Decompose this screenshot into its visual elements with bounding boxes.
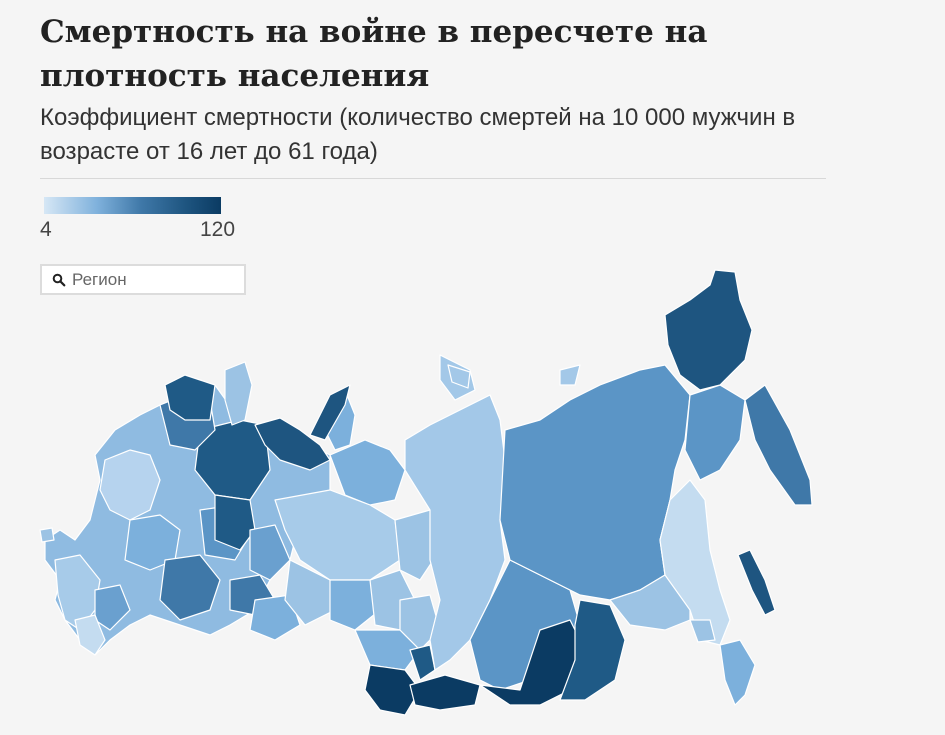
region-jewish[interactable]: [689, 619, 716, 643]
region-orenburg[interactable]: [249, 594, 301, 641]
region-novaya-zemlya[interactable]: [309, 384, 351, 441]
region-central-light[interactable]: [99, 449, 161, 521]
legend-max-label: 120: [200, 218, 236, 241]
search-icon: [52, 273, 66, 287]
region-tomsk[interactable]: [394, 509, 441, 581]
region-search[interactable]: [40, 264, 246, 295]
region-chukotka[interactable]: [664, 269, 753, 391]
region-search-input[interactable]: [72, 269, 242, 291]
region-tyumen[interactable]: [284, 559, 336, 626]
region-murmansk[interactable]: [224, 361, 253, 426]
chart-subtitle: Коэффициент смертности (количество смерт…: [40, 104, 796, 165]
chart-title: Смертность на войне в пересчете на плотн…: [40, 14, 708, 94]
region-ural-1[interactable]: [249, 524, 291, 581]
region-arctic-fragment[interactable]: [559, 364, 581, 386]
region-tyva[interactable]: [409, 674, 481, 711]
region-sakhalin[interactable]: [737, 549, 776, 616]
region-karelia[interactable]: [164, 374, 216, 421]
region-altai-republic[interactable]: [364, 664, 421, 716]
legend-min-label: 4: [40, 218, 52, 241]
legend-color-scale: [44, 197, 221, 214]
region-omsk[interactable]: [329, 579, 381, 631]
region-volga-1[interactable]: [159, 554, 221, 621]
region-arctic-islands[interactable]: [447, 364, 471, 389]
region-yakutia[interactable]: [499, 364, 691, 601]
region-nenets[interactable]: [254, 417, 331, 471]
header-divider: [40, 178, 826, 179]
region-primorye[interactable]: [719, 639, 756, 706]
region-magadan[interactable]: [684, 384, 746, 481]
region-kamchatka[interactable]: [744, 384, 813, 506]
region-altai[interactable]: [354, 629, 421, 671]
region-zabaikalye[interactable]: [559, 599, 626, 701]
region-caucasus[interactable]: [74, 614, 106, 656]
region-kaliningrad[interactable]: [39, 527, 55, 543]
region-perm[interactable]: [214, 494, 256, 551]
region-khanty[interactable]: [274, 489, 401, 581]
region-khabarovsk[interactable]: [659, 479, 731, 646]
